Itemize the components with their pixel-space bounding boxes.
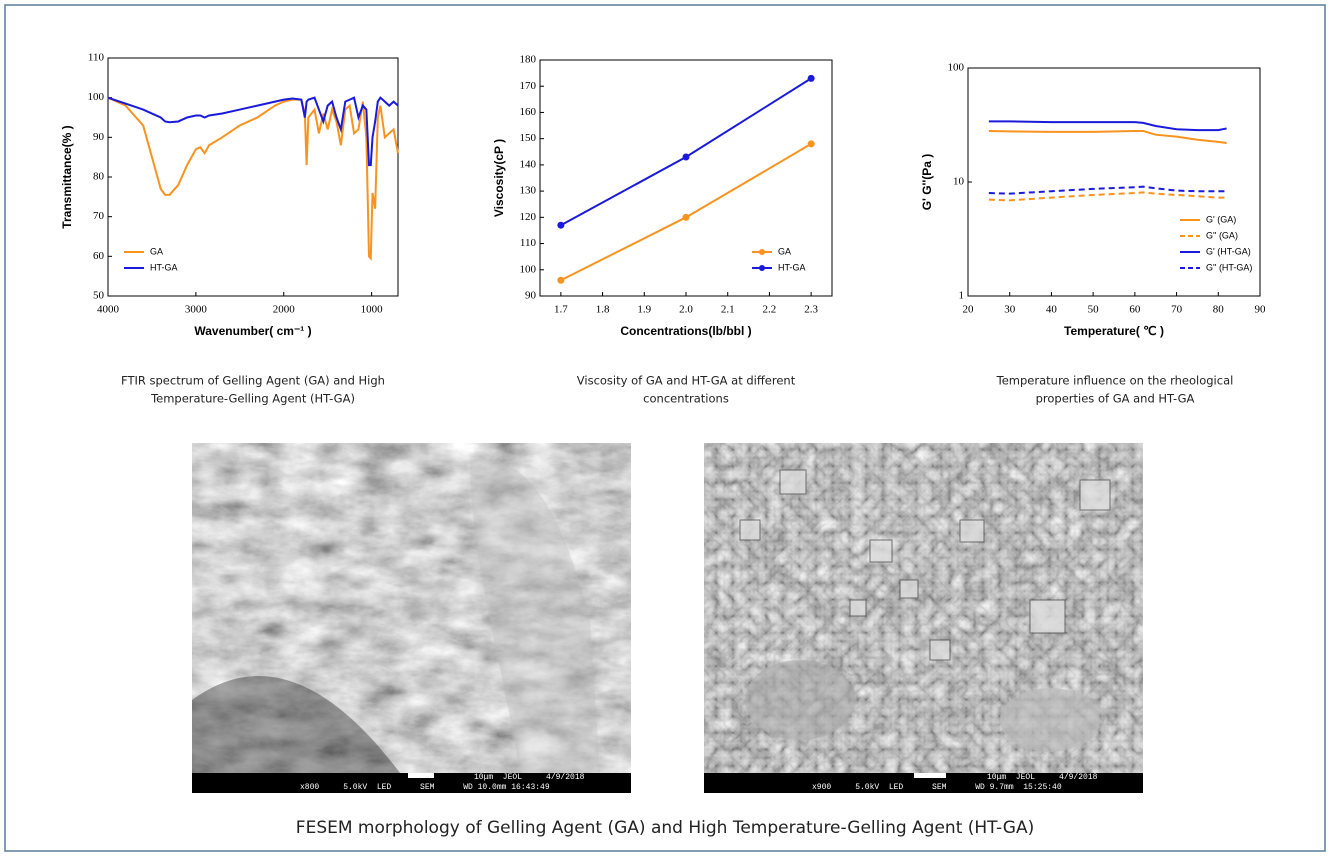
chart-caption: Viscosity of GA and HT-GA at different (577, 374, 796, 388)
chart-caption: concentrations (643, 392, 729, 406)
legend-label: G'' (HT-GA) (1206, 262, 1252, 272)
legend-label: HT-GA (150, 262, 178, 272)
x-tick-label: 30 (1004, 304, 1016, 316)
y-tick-label: 120 (520, 211, 537, 223)
y-tick-label: 70 (93, 210, 105, 222)
series-line (989, 187, 1227, 194)
y-tick-label: 10 (953, 176, 965, 188)
x-tick-label: 1.8 (596, 304, 610, 316)
plot-frame (540, 60, 832, 296)
y-tick-label: 90 (525, 290, 537, 302)
x-tick-label: 1.9 (637, 304, 651, 316)
data-point (808, 75, 815, 82)
x-tick-label: 2.3 (804, 304, 818, 316)
y-tick-label: 180 (520, 54, 537, 66)
y-tick-label: 100 (948, 62, 965, 74)
x-tick-label: 70 (1171, 304, 1183, 316)
y-tick-label: 1 (959, 290, 965, 302)
y-axis-label: G' G''(Pa ) (920, 154, 934, 211)
legend-marker (759, 249, 765, 255)
series-line (108, 98, 398, 259)
legend-marker (759, 265, 765, 271)
sem-image: 10μm JEOL 4/9/2018 x900 5.0kV LED SEM WD… (704, 443, 1143, 793)
plot-frame (108, 58, 398, 296)
x-tick-label: 50 (1088, 304, 1100, 316)
x-tick-label: 2.2 (763, 304, 777, 316)
series-line (561, 144, 811, 280)
y-axis-label: Transmittance(% ) (60, 125, 74, 228)
x-tick-label: 3000 (185, 304, 208, 316)
x-tick-label: 2.1 (721, 304, 735, 316)
y-tick-label: 100 (88, 91, 105, 103)
figure: 10μm JEOL 4/9/2018 x800 5.0kV LED SEM WD… (0, 0, 1330, 856)
series-line (989, 121, 1227, 130)
x-tick-label: 2000 (273, 304, 296, 316)
x-tick-label: 4000 (97, 304, 120, 316)
y-tick-label: 80 (93, 171, 105, 183)
x-tick-label: 60 (1129, 304, 1141, 316)
sem-info-bottom: x900 5.0kV LED SEM WD 9.7mm 15:25:40 (812, 783, 1062, 792)
y-tick-label: 110 (520, 237, 537, 249)
chart-caption: FTIR spectrum of Gelling Agent (GA) and … (121, 374, 385, 388)
sem-info-top: 10μm JEOL 4/9/2018 (474, 773, 585, 782)
legend-label: GA (150, 246, 163, 256)
y-tick-label: 140 (520, 158, 537, 170)
x-tick-label: 1.7 (554, 304, 568, 316)
legend-label: G'' (GA) (1206, 230, 1238, 240)
y-tick-label: 150 (520, 132, 537, 144)
y-tick-label: 60 (93, 250, 105, 262)
data-point (557, 277, 564, 284)
data-point (557, 222, 564, 229)
y-tick-label: 110 (88, 52, 105, 64)
sem-info-top: 10μm JEOL 4/9/2018 (987, 773, 1098, 782)
y-tick-label: 90 (93, 131, 105, 143)
y-axis-label: Viscosity(cP ) (492, 139, 506, 217)
series-line (989, 131, 1227, 143)
chart-caption: Temperature influence on the rheological (996, 374, 1234, 388)
legend-label: G' (HT-GA) (1206, 246, 1251, 256)
data-point (683, 154, 690, 161)
data-point (683, 214, 690, 221)
chart: 50 60 70 80 90 100 110 4000 3000 2000 1000 Wavenumb… (60, 52, 398, 406)
sem-info-bottom: x800 5.0kV LED SEM WD 10.0mm 16:43:49 (300, 783, 550, 792)
chart: 90 100 110 120 130 140 150 160 170 180 1.7 1.8 1.9 2.… (492, 54, 832, 406)
x-axis-label: Concentrations(lb/bbl ) (620, 324, 751, 338)
chart: 1 10 100 20 30 40 50 60 70 80 90 Temperature( ℃ ) G'… (920, 62, 1266, 406)
x-axis-label: Temperature( ℃ ) (1064, 324, 1164, 338)
figure-caption: FESEM morphology of Gelling Agent (GA) a… (296, 818, 1034, 838)
chart-caption: Temperature-Gelling Agent (HT-GA) (150, 392, 355, 406)
legend-label: G' (GA) (1206, 214, 1236, 224)
y-tick-label: 100 (520, 263, 537, 275)
x-axis-label: Wavenumber( cm⁻¹ ) (194, 324, 311, 338)
legend-label: HT-GA (778, 262, 806, 272)
y-tick-label: 130 (520, 185, 537, 197)
x-tick-label: 80 (1213, 304, 1225, 316)
data-point (808, 140, 815, 147)
legend-label: GA (778, 246, 791, 256)
page: {"chart_data":[ {"type":"line","xlabel":… (0, 0, 1330, 861)
chart-caption: properties of GA and HT-GA (1036, 392, 1195, 406)
y-tick-label: 160 (520, 106, 537, 118)
x-tick-label: 2.0 (679, 304, 693, 316)
sem-image: 10μm JEOL 4/9/2018 x800 5.0kV LED SEM WD… (192, 443, 631, 793)
series-line (561, 78, 811, 225)
y-tick-label: 170 (520, 80, 537, 92)
y-tick-label: 50 (93, 290, 105, 302)
x-tick-label: 90 (1255, 304, 1267, 316)
x-tick-label: 20 (963, 304, 975, 316)
x-tick-label: 40 (1046, 304, 1058, 316)
x-tick-label: 1000 (361, 304, 384, 316)
